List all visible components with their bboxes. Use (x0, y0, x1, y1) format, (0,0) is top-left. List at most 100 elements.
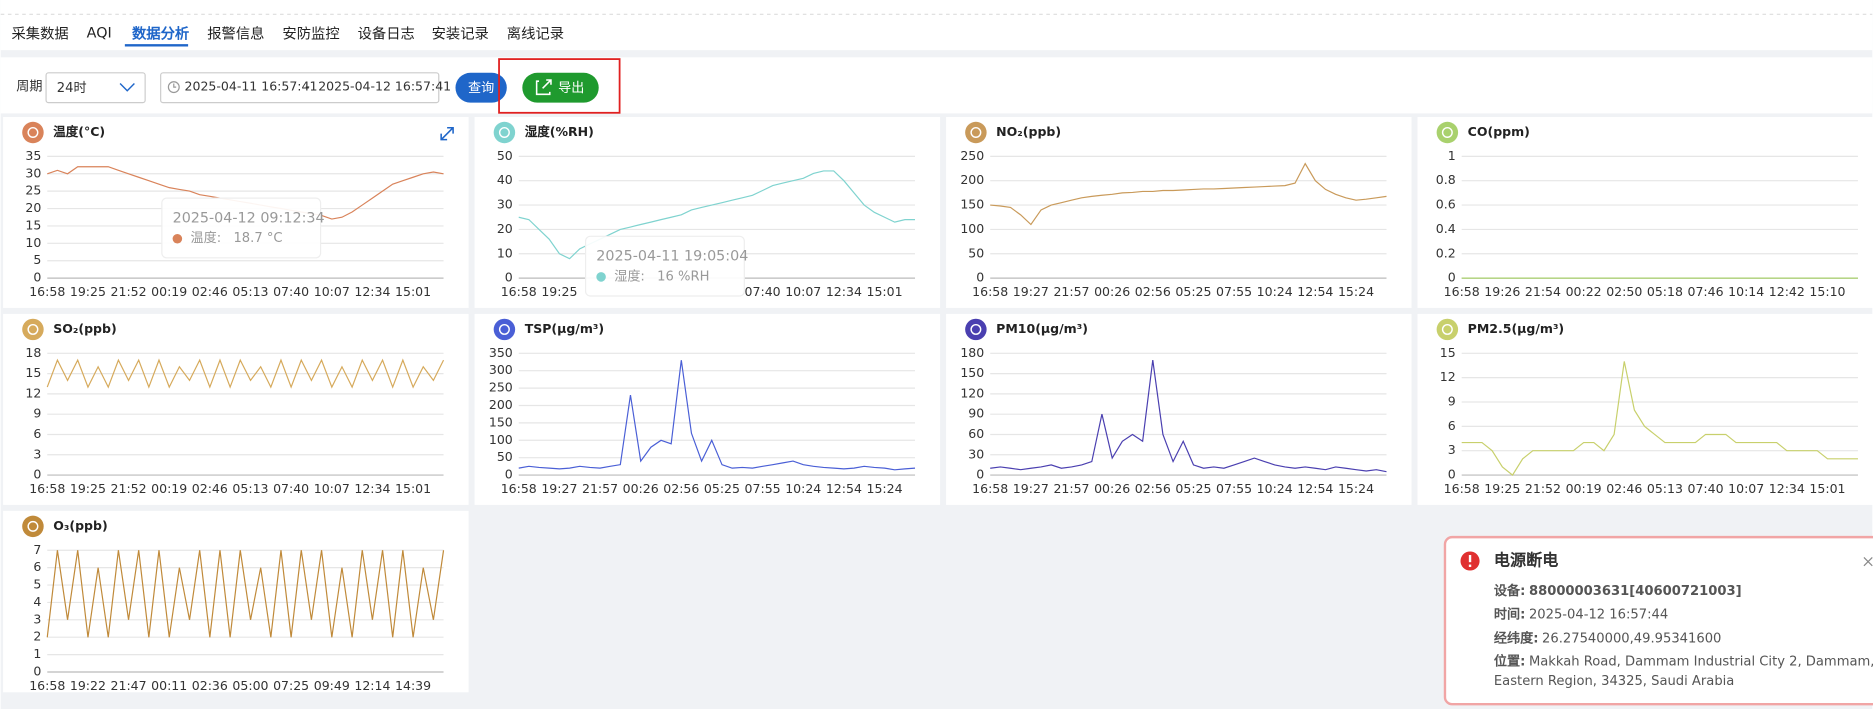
x-tick-label: 15:01 (395, 284, 431, 299)
x-tick-label: 02:56 (1135, 284, 1171, 299)
x-tick-label: 19:22 (70, 678, 106, 693)
tooltip-title: 2025-04-12 09:12:34 (173, 210, 325, 226)
y-tick-label: 150 (960, 365, 984, 380)
x-tick-label: 12:34 (1769, 481, 1805, 496)
chart-icon (22, 121, 44, 144)
svg-text:设备:88000003631[40600721003]: 设备: 88000003631[40600721003] (1494, 581, 1742, 598)
y-tick-label: 10 (25, 235, 41, 250)
chart-panel: O₃(ppb) 0 1 2 3 4 5 6 7 16:58 19:22 21:47 00:11 02:36… (3, 510, 469, 693)
y-tick-label: 30 (968, 446, 984, 461)
tab[interactable]: 采集数据 (11, 26, 68, 43)
x-tick-label: 15:24 (1338, 481, 1374, 496)
x-tick-label: 21:52 (111, 284, 147, 299)
x-tick-label: 00:19 (151, 284, 187, 299)
chart-title: CO(ppm) (1468, 124, 1530, 139)
x-tick-label: 07:40 (1688, 481, 1724, 496)
export-button[interactable] (522, 72, 599, 103)
x-tick-label: 00:19 (151, 481, 187, 496)
x-tick-label: 05:18 (1647, 284, 1683, 299)
x-tick-label: 19:26 (1484, 284, 1520, 299)
alert-dot (1468, 564, 1472, 567)
x-tick-label: 12:54 (826, 481, 862, 496)
x-tick-label: 16:58 (29, 284, 65, 299)
alert-mark (1468, 555, 1472, 563)
close-icon[interactable] (1863, 556, 1873, 567)
tab[interactable]: 设备日志 (358, 26, 415, 43)
tab[interactable]: 离线记录 (507, 26, 564, 43)
y-tick-label: 20 (497, 221, 513, 236)
y-tick-label: 50 (497, 148, 513, 163)
x-tick-label: 21:52 (1525, 481, 1561, 496)
chart-icon-inner (498, 323, 510, 335)
y-tick-label: 0 (976, 270, 984, 285)
query-button[interactable] (455, 72, 507, 103)
y-tick-label: 0 (505, 467, 513, 482)
tooltip-value: 16 %RH (657, 269, 709, 284)
expand-icon (440, 126, 454, 141)
x-tick-label: 00:26 (1094, 481, 1130, 496)
y-tick-label: 1 (1448, 148, 1456, 163)
data-line (1461, 361, 1858, 476)
tab-active[interactable]: 数据分析 (132, 25, 189, 43)
tab[interactable]: AQI (87, 25, 112, 41)
x-tick-label: 05:13 (232, 481, 268, 496)
data-line (518, 170, 916, 260)
chart-icon (493, 121, 516, 144)
tab[interactable]: 安装记录 (432, 26, 489, 43)
y-tick-label: 6 (33, 559, 41, 574)
tooltip-box (584, 235, 745, 297)
x-tick-label: 19:25 (541, 284, 577, 299)
x-tick-label: 07:40 (745, 284, 781, 299)
notification-title: 电源断电 (1494, 550, 1558, 569)
chart-panel: SO₂(ppb) 0 3 6 9 12 15 18 16:58 19:25 21:52 00:19 02… (3, 313, 469, 505)
x-tick-label: 07:55 (1216, 284, 1252, 299)
period-label: 周期 (16, 79, 42, 95)
x-tick-label: 05:13 (1647, 481, 1683, 496)
y-tick-label: 4 (33, 594, 41, 609)
x-tick-label: 02:56 (663, 481, 699, 496)
tab-bar (0, 0, 1873, 51)
y-tick-label: 100 (960, 221, 984, 236)
y-tick-label: 250 (489, 380, 513, 395)
x-tick-label: 16:58 (501, 284, 537, 299)
notification-box (1443, 535, 1873, 706)
chart-panel: TSP(μg/m³) 0 50 100 150 200 250 300 350 16:58 19:2… (474, 313, 941, 505)
x-tick-label: 21:47 (111, 678, 147, 693)
panel-bg (474, 313, 941, 505)
highlight-box (498, 58, 621, 114)
y-tick-label: 300 (489, 362, 513, 377)
x-tick-label: 00:11 (151, 678, 187, 693)
tooltip-title: 2025-04-11 19:05:04 (596, 249, 748, 265)
chart-panel: 湿度(%RH) 0 10 20 30 40 50 16:58 19:25 07:40 10:07 12… (474, 116, 941, 308)
y-tick-label: 9 (1448, 394, 1456, 409)
y-tick-label: 0.8 (1436, 172, 1456, 187)
date-range[interactable] (160, 72, 440, 104)
y-tick-label: 15 (1440, 345, 1456, 360)
tab[interactable]: 报警信息 (207, 26, 264, 43)
x-tick-label: 00:26 (623, 481, 659, 496)
panel-bg (3, 313, 469, 505)
chart-title: SO₂(ppb) (53, 321, 116, 336)
y-tick-label: 40 (497, 172, 513, 187)
y-tick-label: 0.4 (1436, 221, 1456, 236)
y-tick-label: 6 (33, 426, 41, 441)
y-tick-label: 0 (33, 270, 41, 285)
panel-bg (946, 116, 1412, 308)
y-tick-label: 90 (968, 406, 984, 421)
x-tick-label: 15:01 (395, 481, 431, 496)
chart-icon (965, 121, 987, 144)
y-tick-label: 3 (33, 446, 41, 461)
x-tick-label: 02:46 (192, 284, 228, 299)
tooltip-name: 温度: (190, 230, 221, 246)
x-tick-label: 10:24 (1257, 284, 1293, 299)
field-label: 经纬度: (1494, 629, 1539, 646)
x-tick-label: 19:25 (1484, 481, 1520, 496)
y-tick-label: 120 (960, 385, 984, 400)
tab[interactable]: 安防监控 (282, 26, 339, 43)
x-tick-label: 19:25 (70, 284, 106, 299)
x-tick-label: 12:34 (354, 481, 390, 496)
x-tick-label: 15:10 (1809, 284, 1845, 299)
period-select[interactable] (45, 72, 146, 104)
